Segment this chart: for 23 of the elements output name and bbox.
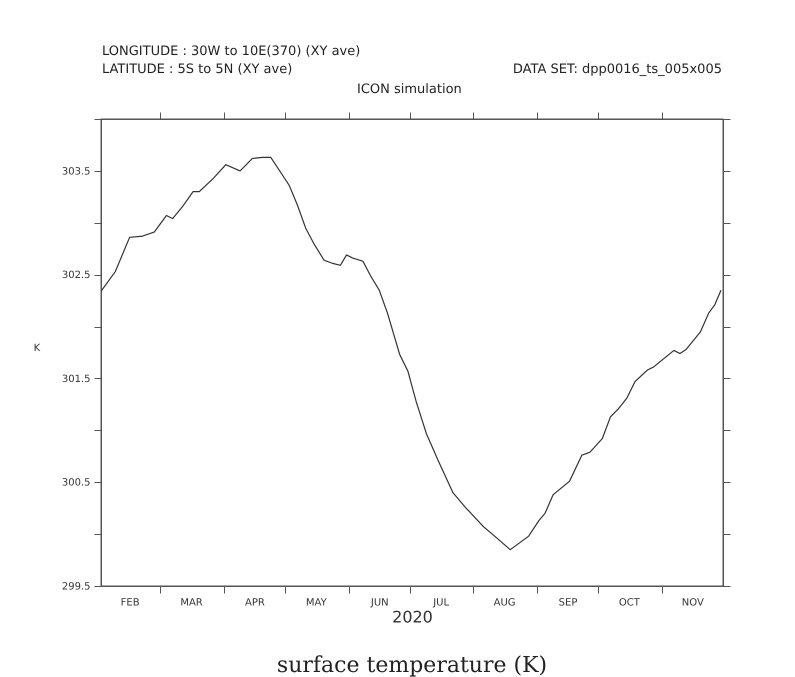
y-tick-label: 302.5 <box>62 270 90 282</box>
x-tick-label: JUL <box>432 598 450 608</box>
chart-subtitle: ICON simulation <box>357 82 462 97</box>
x-tick-label: AUG <box>494 598 516 608</box>
x-tick-label: OCT <box>618 598 641 608</box>
text: LONGITUDE : 30W to 10E(370) (XY ave) <box>102 44 360 59</box>
x-tick-label: APR <box>245 598 265 608</box>
x-tick-label: JUN <box>370 598 389 608</box>
x-tick-label: MAR <box>180 598 203 608</box>
y-tick-label: 299.5 <box>62 582 90 592</box>
x-axis-title: 2020 <box>392 608 433 626</box>
text: surface temperature (K) <box>276 653 548 677</box>
x-tick-label: SEP <box>558 598 578 608</box>
x-tick-label: FEB <box>120 598 140 608</box>
text: DATA SET: dpp0016_ts_005x005 <box>512 62 722 77</box>
y-tick-label: 301.5 <box>62 374 90 385</box>
x-tick-label: NOV <box>682 598 704 608</box>
text: LATITUDE : 5S to 5N (XY ave) <box>102 62 292 77</box>
x-tick-label: MAY <box>306 598 328 608</box>
y-tick-label: 303.5 <box>62 166 90 178</box>
y-axis-title: K <box>34 343 41 354</box>
y-tick-label: 300.5 <box>62 478 90 489</box>
line-series <box>101 156 722 550</box>
